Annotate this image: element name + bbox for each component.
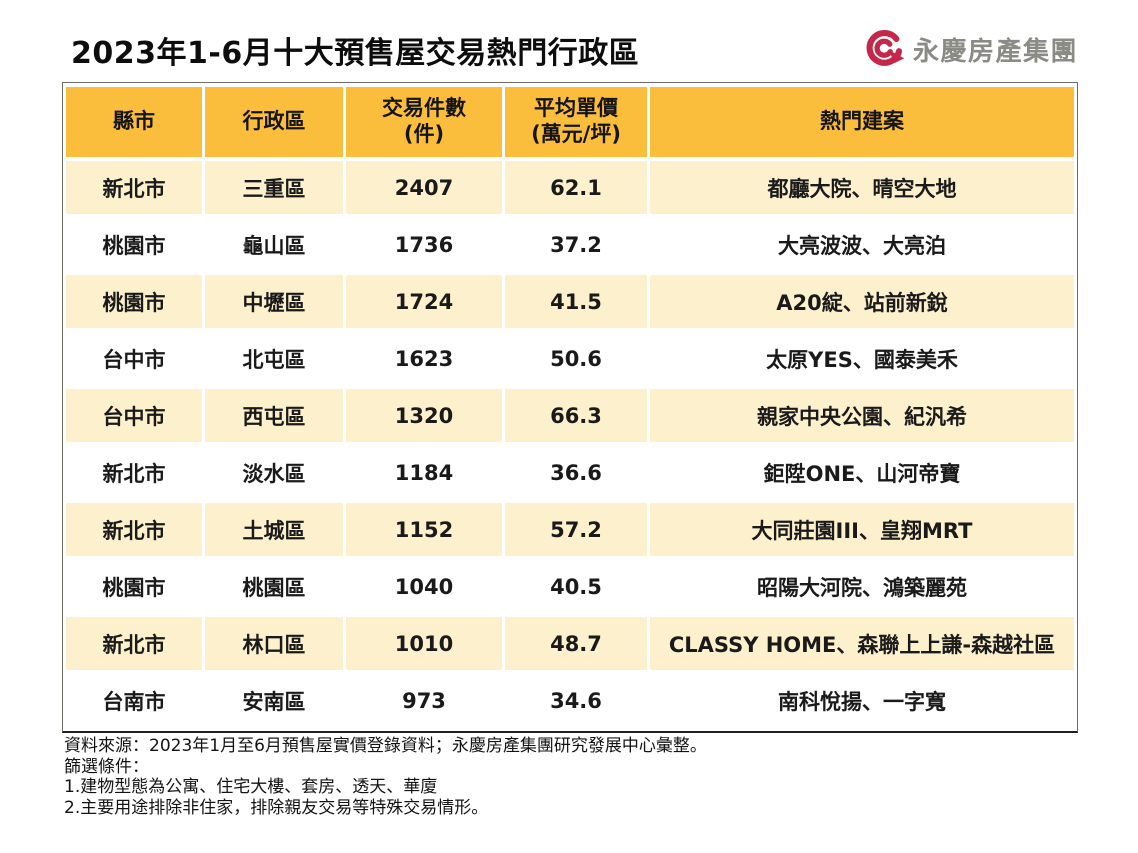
cell-avg-price: 62.1 bbox=[505, 161, 647, 214]
header-transactions: 交易件數 (件) bbox=[346, 87, 502, 157]
cell-district: 西屯區 bbox=[205, 389, 343, 442]
cell-district: 淡水區 bbox=[205, 446, 343, 499]
table-row: 台中市 北屯區 1623 50.6 太原YES、國泰美禾 bbox=[66, 332, 1074, 385]
cell-hot-projects: 大同莊園III、皇翔MRT bbox=[650, 503, 1074, 556]
cell-hot-projects: CLASSY HOME、森聯上上謙-森越社區 bbox=[650, 617, 1074, 670]
table-row: 新北市 林口區 1010 48.7 CLASSY HOME、森聯上上謙-森越社區 bbox=[66, 617, 1074, 670]
cell-transactions: 1623 bbox=[346, 332, 502, 385]
yungching-logo-icon bbox=[864, 28, 906, 70]
cell-city: 桃園市 bbox=[66, 560, 202, 613]
header-sublabel: (件) bbox=[403, 122, 445, 146]
header-district: 行政區 bbox=[205, 87, 343, 157]
footnote-filter-1: 1.建物型態為公寓、住宅大樓、套房、透天、華廈 bbox=[64, 777, 438, 797]
table-row: 台中市 西屯區 1320 66.3 親家中央公園、紀汎希 bbox=[66, 389, 1074, 442]
cell-city: 桃園市 bbox=[66, 218, 202, 271]
cell-avg-price: 40.5 bbox=[505, 560, 647, 613]
table-row: 桃園市 中壢區 1724 41.5 A20綻、站前新銳 bbox=[66, 275, 1074, 328]
cell-hot-projects: 太原YES、國泰美禾 bbox=[650, 332, 1074, 385]
cell-hot-projects: 都廳大院、晴空大地 bbox=[650, 161, 1074, 214]
header-avg-price: 平均單價 (萬元/坪) bbox=[505, 87, 647, 157]
footnotes: 資料來源：2023年1月至6月預售屋實價登錄資料；永慶房產集團研究發展中心彙整。… bbox=[64, 736, 707, 818]
cell-transactions: 1736 bbox=[346, 218, 502, 271]
cell-hot-projects: 昭陽大河院、鴻築麗苑 bbox=[650, 560, 1074, 613]
header-row: 縣市 行政區 交易件數 (件) 平均單價 (萬元/坪) bbox=[66, 87, 1074, 157]
company-name: 永慶房產集團 bbox=[912, 36, 1078, 67]
footnote-filter-2: 2.主要用途排除非住家，排除親友交易等特殊交易情形。 bbox=[64, 797, 489, 818]
table-row: 桃園市 桃園區 1040 40.5 昭陽大河院、鴻築麗苑 bbox=[66, 560, 1074, 613]
cell-district: 桃園區 bbox=[205, 560, 343, 613]
cell-transactions: 1152 bbox=[346, 503, 502, 556]
header-label: 縣市 bbox=[113, 109, 155, 134]
cell-avg-price: 66.3 bbox=[505, 389, 647, 442]
cell-city: 桃園市 bbox=[66, 275, 202, 328]
cell-avg-price: 37.2 bbox=[505, 218, 647, 271]
footnote-filter-title: 篩選條件： bbox=[64, 756, 149, 777]
table-row: 新北市 土城區 1152 57.2 大同莊園III、皇翔MRT bbox=[66, 503, 1074, 556]
cell-district: 安南區 bbox=[205, 674, 343, 727]
table-row: 新北市 三重區 2407 62.1 都廳大院、晴空大地 bbox=[66, 161, 1074, 214]
cell-avg-price: 34.6 bbox=[505, 674, 647, 727]
cell-district: 土城區 bbox=[205, 503, 343, 556]
cell-avg-price: 36.6 bbox=[505, 446, 647, 499]
cell-district: 北屯區 bbox=[205, 332, 343, 385]
cell-district: 龜山區 bbox=[205, 218, 343, 271]
table-row: 台南市 安南區 973 34.6 南科悅揚、一字寬 bbox=[66, 674, 1074, 727]
cell-city: 台中市 bbox=[66, 389, 202, 442]
data-table: 縣市 行政區 交易件數 (件) 平均單價 (萬元/坪) bbox=[63, 83, 1077, 731]
cell-hot-projects: 南科悅揚、一字寬 bbox=[650, 674, 1074, 727]
header-city: 縣市 bbox=[66, 87, 202, 157]
header-label: 平均單價 bbox=[534, 96, 618, 121]
cell-transactions: 1724 bbox=[346, 275, 502, 328]
footnote-source: 資料來源：2023年1月至6月預售屋實價登錄資料；永慶房產集團研究發展中心彙整。 bbox=[64, 736, 707, 756]
cell-district: 林口區 bbox=[205, 617, 343, 670]
cell-hot-projects: 鉅陞ONE、山河帝寶 bbox=[650, 446, 1074, 499]
cell-avg-price: 48.7 bbox=[505, 617, 647, 670]
cell-hot-projects: 親家中央公園、紀汎希 bbox=[650, 389, 1074, 442]
cell-transactions: 973 bbox=[346, 674, 502, 727]
page-title: 2023年1-6月十大預售屋交易熱門行政區 bbox=[71, 36, 640, 71]
header-label: 交易件數 bbox=[382, 96, 466, 121]
cell-city: 新北市 bbox=[66, 161, 202, 214]
cell-city: 新北市 bbox=[66, 617, 202, 670]
cell-transactions: 1184 bbox=[346, 446, 502, 499]
cell-transactions: 1010 bbox=[346, 617, 502, 670]
cell-transactions: 1040 bbox=[346, 560, 502, 613]
cell-transactions: 1320 bbox=[346, 389, 502, 442]
header-sublabel: (萬元/坪) bbox=[531, 122, 621, 146]
header-hot-projects: 熱門建案 bbox=[650, 87, 1074, 157]
cell-avg-price: 41.5 bbox=[505, 275, 647, 328]
header-label: 行政區 bbox=[242, 109, 306, 134]
cell-district: 中壢區 bbox=[205, 275, 343, 328]
cell-city: 新北市 bbox=[66, 446, 202, 499]
cell-district: 三重區 bbox=[205, 161, 343, 214]
cell-hot-projects: 大亮波波、大亮泊 bbox=[650, 218, 1074, 271]
table-row: 新北市 淡水區 1184 36.6 鉅陞ONE、山河帝寶 bbox=[66, 446, 1074, 499]
cell-transactions: 2407 bbox=[346, 161, 502, 214]
data-table-wrapper: 縣市 行政區 交易件數 (件) 平均單價 (萬元/坪) bbox=[62, 82, 1078, 733]
table-body: 新北市 三重區 2407 62.1 都廳大院、晴空大地 桃園市 龜山區 1736 37.2 大亮波… bbox=[66, 161, 1074, 727]
cell-avg-price: 57.2 bbox=[505, 503, 647, 556]
cell-avg-price: 50.6 bbox=[505, 332, 647, 385]
cell-hot-projects: A20綻、站前新銳 bbox=[650, 275, 1074, 328]
cell-city: 台中市 bbox=[66, 332, 202, 385]
cell-city: 台南市 bbox=[66, 674, 202, 727]
cell-city: 新北市 bbox=[66, 503, 202, 556]
table-row: 桃園市 龜山區 1736 37.2 大亮波波、大亮泊 bbox=[66, 218, 1074, 271]
company-logo: 永慶房產集團 bbox=[864, 28, 1078, 70]
header-label: 熱門建案 bbox=[820, 109, 904, 134]
